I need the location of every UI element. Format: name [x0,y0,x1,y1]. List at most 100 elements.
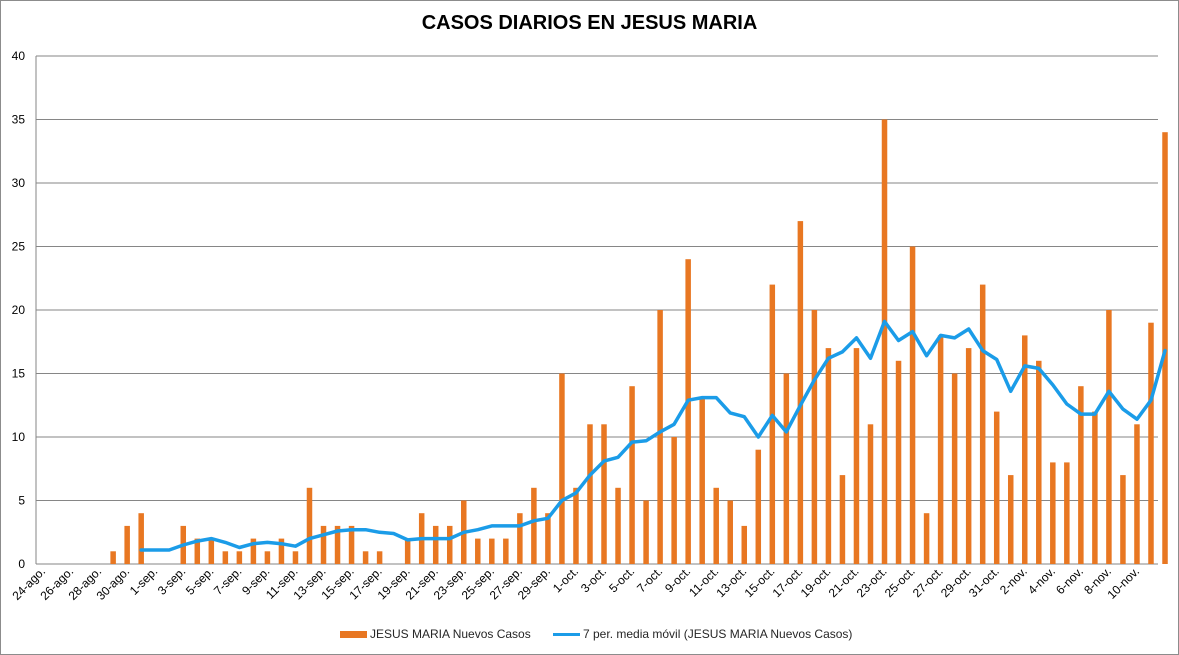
legend-label-bars: JESUS MARIA Nuevos Casos [370,627,531,641]
x-tick-label: 17-oct. [770,564,806,600]
bar [517,513,523,564]
x-tick-label: 5-sep. [183,564,216,597]
y-tick-label: 25 [12,240,26,254]
bar [306,487,313,564]
y-tick-label: 30 [12,176,26,190]
bar [699,398,705,564]
bar [951,373,958,564]
bar [1022,335,1028,564]
bar [334,525,341,564]
x-tick-label: 4-nov. [1025,564,1058,597]
bar [362,551,369,564]
x-tick-label: 31-oct. [966,564,1002,600]
bar [1106,310,1112,564]
bar [110,551,116,564]
bar [573,487,579,564]
bar [545,513,551,564]
x-tick-label: 25-oct. [882,564,918,600]
y-tick-label: 35 [12,113,26,127]
x-axis: 24-ago.26-ago.28-ago.30-ago.1-sep.3-sep.… [9,564,1142,603]
x-tick-label: 29-oct. [938,564,974,600]
legend-label-line: 7 per. media móvil (JESUS MARIA Nuevos C… [583,627,853,641]
x-tick-label: 1-oct. [550,564,581,595]
bar [292,551,299,564]
bar [769,284,776,564]
bar [1064,462,1070,564]
y-tick-label: 10 [12,430,26,444]
bar [1120,475,1126,564]
x-tick-label: 3-sep. [155,564,188,597]
bar [713,487,719,564]
bar [1050,462,1056,564]
legend-bar-swatch [340,630,367,638]
bar [475,538,481,564]
x-tick-label: 13-oct. [714,564,750,600]
bar [489,538,495,564]
bar [895,360,902,564]
x-tick-label: 3-oct. [578,564,609,595]
bar [376,551,383,564]
moving-average-series [139,319,1167,552]
x-tick-label: 19-oct. [798,564,834,600]
bar [559,373,565,564]
bar [264,551,271,564]
bar [755,449,762,564]
x-tick-label: 7-oct. [634,564,665,595]
x-tick-label: 23-oct. [854,564,890,600]
x-tick-label: 11-oct. [686,564,721,599]
x-tick-label: 6-nov. [1053,564,1086,597]
bar [811,310,818,564]
chart-title: CASOS DIARIOS EN JESUS MARIA [421,12,758,34]
bar [993,411,1000,564]
bar [432,525,439,564]
gridlines [35,55,1158,565]
bar [404,538,411,564]
bar [1092,411,1098,564]
legend-item-line: 7 per. media móvil (JESUS MARIA Nuevos C… [553,627,852,641]
bar [881,119,888,564]
bar [629,386,635,564]
bar [138,513,144,564]
bar [1007,475,1014,564]
bar [797,221,804,564]
bar [194,538,201,564]
bar [1134,424,1140,564]
bar [503,538,509,564]
bar-series [110,119,1168,564]
bar [671,437,677,564]
legend-item-bars: JESUS MARIA Nuevos Casos [340,627,531,641]
bar [727,500,733,564]
x-tick-label: 21-oct. [826,564,862,600]
y-tick-label: 0 [18,557,25,571]
bar [643,500,649,564]
bar [923,513,930,564]
bar [222,551,229,564]
bar [979,284,986,564]
bar [124,525,130,564]
x-tick-label: 27-oct. [910,564,946,600]
bar [937,335,944,564]
bar [741,525,748,564]
bar [685,259,691,564]
bar [965,348,972,564]
bar [1078,386,1084,564]
y-axis: 0 5 10 15 20 25 30 35 40 [12,49,26,571]
bar [236,551,243,564]
bar [320,525,327,564]
y-tick-label: 15 [12,367,26,381]
bar [657,310,663,564]
bar [601,424,607,564]
legend-line-swatch [553,632,580,636]
bar [1148,322,1154,564]
bar [587,424,593,564]
bar [853,348,860,564]
bar [446,525,453,564]
bar [839,475,846,564]
y-tick-label: 40 [12,49,26,63]
bar [867,424,874,564]
bar [909,246,916,564]
x-tick-label: 7-sep. [211,564,244,597]
bar [278,538,285,564]
x-tick-label: 5-oct. [606,564,637,595]
